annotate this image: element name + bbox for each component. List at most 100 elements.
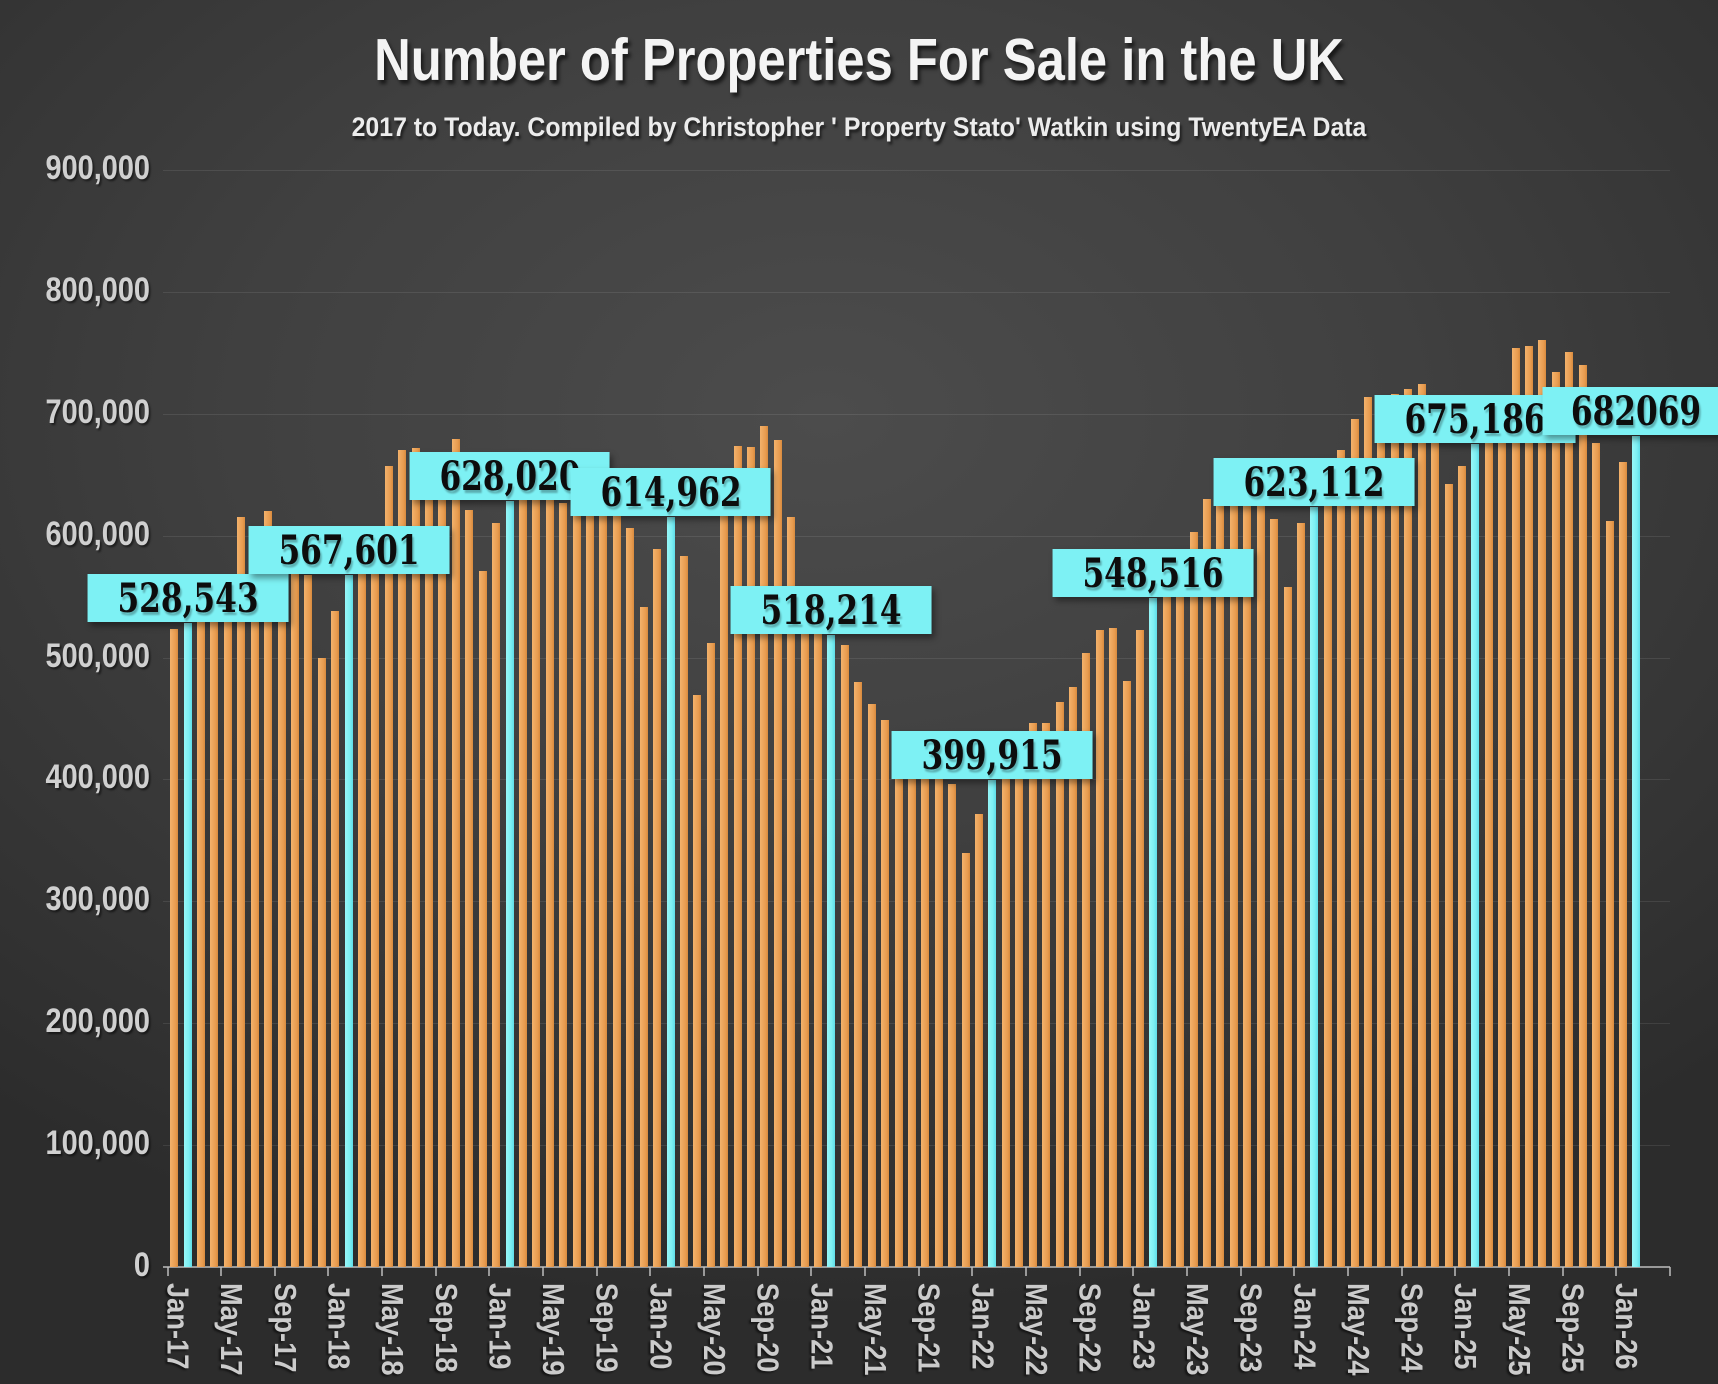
- bar-Oct-21: [934, 773, 943, 1267]
- value-callout-text: 528,543: [117, 574, 259, 622]
- bar-Nov-17: [304, 574, 313, 1267]
- y-axis-label-300,000: 300,000: [45, 880, 150, 919]
- x-axis-label-May-18: May-18: [375, 1283, 411, 1376]
- bar-Dec-25: [1605, 520, 1614, 1267]
- bar-Feb-26-highlighted: [1632, 435, 1641, 1267]
- y-axis-label-200,000: 200,000: [45, 1002, 150, 1041]
- value-callout-682069: 682069: [1542, 386, 1718, 435]
- bar-Nov-25: [1592, 442, 1601, 1267]
- bar-Jun-25: [1525, 345, 1534, 1267]
- x-axis-label-May-23: May-23: [1179, 1283, 1215, 1376]
- bar-Jul-23: [1216, 493, 1225, 1267]
- bar-Jan-18: [331, 611, 340, 1267]
- bar-Mar-24: [1323, 477, 1332, 1267]
- bar-Apr-22: [1015, 752, 1024, 1267]
- bar-Feb-21-highlighted: [827, 635, 836, 1267]
- x-axis-tick: [434, 1267, 437, 1276]
- x-axis-label-Jan-22: Jan-22: [965, 1283, 1001, 1370]
- bar-Apr-23: [1176, 574, 1185, 1267]
- gridline-900,000: [163, 169, 1670, 171]
- bar-Oct-18: [451, 439, 460, 1267]
- bar-Oct-24: [1417, 384, 1426, 1267]
- x-axis-label-Sep-22: Sep-22: [1072, 1283, 1108, 1373]
- bar-Jul-20: [733, 445, 742, 1267]
- x-axis-label-Jan-26: Jan-26: [1609, 1283, 1645, 1370]
- bar-Jul-17: [250, 546, 259, 1267]
- bar-Feb-25-highlighted: [1471, 443, 1480, 1267]
- x-axis-label-Sep-24: Sep-24: [1394, 1283, 1430, 1373]
- x-axis-tick: [1185, 1267, 1188, 1276]
- x-axis-tick: [1078, 1267, 1081, 1276]
- bar-Mar-21: [840, 645, 849, 1267]
- gridline-700,000: [163, 413, 1670, 415]
- y-axis-label-0: 0: [133, 1246, 150, 1284]
- gridline-100,000: [163, 1145, 1670, 1147]
- bar-Nov-18: [465, 510, 474, 1267]
- bar-Sep-19: [599, 477, 608, 1267]
- bar-Aug-24: [1390, 394, 1399, 1267]
- bar-Jul-21: [894, 742, 903, 1267]
- value-callout-text: 682069: [1571, 387, 1702, 435]
- bar-Oct-19: [612, 513, 621, 1267]
- x-axis-label-Jan-24: Jan-24: [1287, 1283, 1323, 1370]
- x-axis-tick: [971, 1267, 974, 1276]
- x-axis-label-May-17: May-17: [214, 1283, 250, 1376]
- bar-Apr-24: [1337, 450, 1346, 1267]
- bar-Jan-22: [975, 814, 984, 1267]
- x-axis-tick: [1668, 1267, 1671, 1276]
- x-axis-label-Sep-25: Sep-25: [1555, 1283, 1591, 1373]
- x-axis-tick: [810, 1267, 813, 1276]
- bar-Jan-20: [653, 549, 662, 1267]
- x-axis-tick: [166, 1267, 169, 1276]
- value-callout-text: 518,214: [760, 587, 903, 635]
- gridline-300,000: [163, 901, 1670, 903]
- bar-Nov-24: [1431, 442, 1440, 1267]
- y-axis-label-700,000: 700,000: [45, 392, 150, 431]
- x-axis-tick: [488, 1267, 491, 1276]
- bar-Mar-18: [358, 572, 366, 1267]
- x-axis-tick: [649, 1267, 652, 1276]
- value-callout-text: 628,020: [438, 453, 581, 501]
- x-axis-label-Sep-21: Sep-21: [911, 1283, 947, 1373]
- bar-Jan-25: [1457, 465, 1466, 1267]
- gridline-200,000: [163, 1023, 1670, 1025]
- bar-Nov-23: [1270, 518, 1279, 1267]
- x-axis-label-Jan-17: Jan-17: [160, 1283, 196, 1370]
- bar-May-25: [1511, 347, 1520, 1267]
- y-axis-label-500,000: 500,000: [45, 636, 150, 675]
- x-axis-label-Sep-17: Sep-17: [267, 1283, 303, 1373]
- bar-May-18: [384, 465, 393, 1267]
- x-axis-tick: [1615, 1267, 1618, 1276]
- gridline-400,000: [163, 779, 1670, 781]
- bar-Apr-21: [854, 681, 863, 1267]
- bar-Jun-21: [881, 720, 890, 1267]
- bar-Sep-20: [760, 426, 769, 1267]
- value-callout-text: 623,112: [1243, 459, 1385, 507]
- x-axis-label-Jan-23: Jan-23: [1126, 1283, 1162, 1370]
- bar-Jan-21: [814, 605, 823, 1267]
- bar-Dec-22: [1122, 681, 1131, 1267]
- bar-Oct-17: [290, 562, 299, 1267]
- x-axis-label-May-19: May-19: [536, 1283, 572, 1376]
- x-axis-label-May-20: May-20: [697, 1283, 733, 1376]
- bar-Sep-23: [1243, 474, 1252, 1267]
- bar-Sep-18: [438, 452, 447, 1267]
- bar-Jun-22: [1042, 723, 1051, 1267]
- bar-Jul-24: [1377, 404, 1386, 1267]
- bar-May-22: [1028, 723, 1037, 1267]
- bar-Apr-25: [1498, 399, 1507, 1267]
- bar-May-24: [1350, 418, 1359, 1267]
- x-axis-tick: [327, 1267, 330, 1276]
- bar-Jul-22: [1055, 701, 1064, 1267]
- value-callout-614,962: 614,962: [570, 468, 771, 517]
- x-axis-tick: [1132, 1267, 1135, 1276]
- x-axis-tick: [595, 1267, 598, 1276]
- y-axis-label-100,000: 100,000: [45, 1124, 150, 1163]
- bar-Sep-21: [921, 764, 930, 1267]
- bar-Mar-19: [518, 496, 527, 1267]
- bar-Oct-25: [1578, 364, 1587, 1267]
- value-callout-518,214: 518,214: [731, 586, 932, 635]
- bar-Jun-19: [559, 502, 568, 1267]
- bar-Dec-20: [800, 598, 809, 1267]
